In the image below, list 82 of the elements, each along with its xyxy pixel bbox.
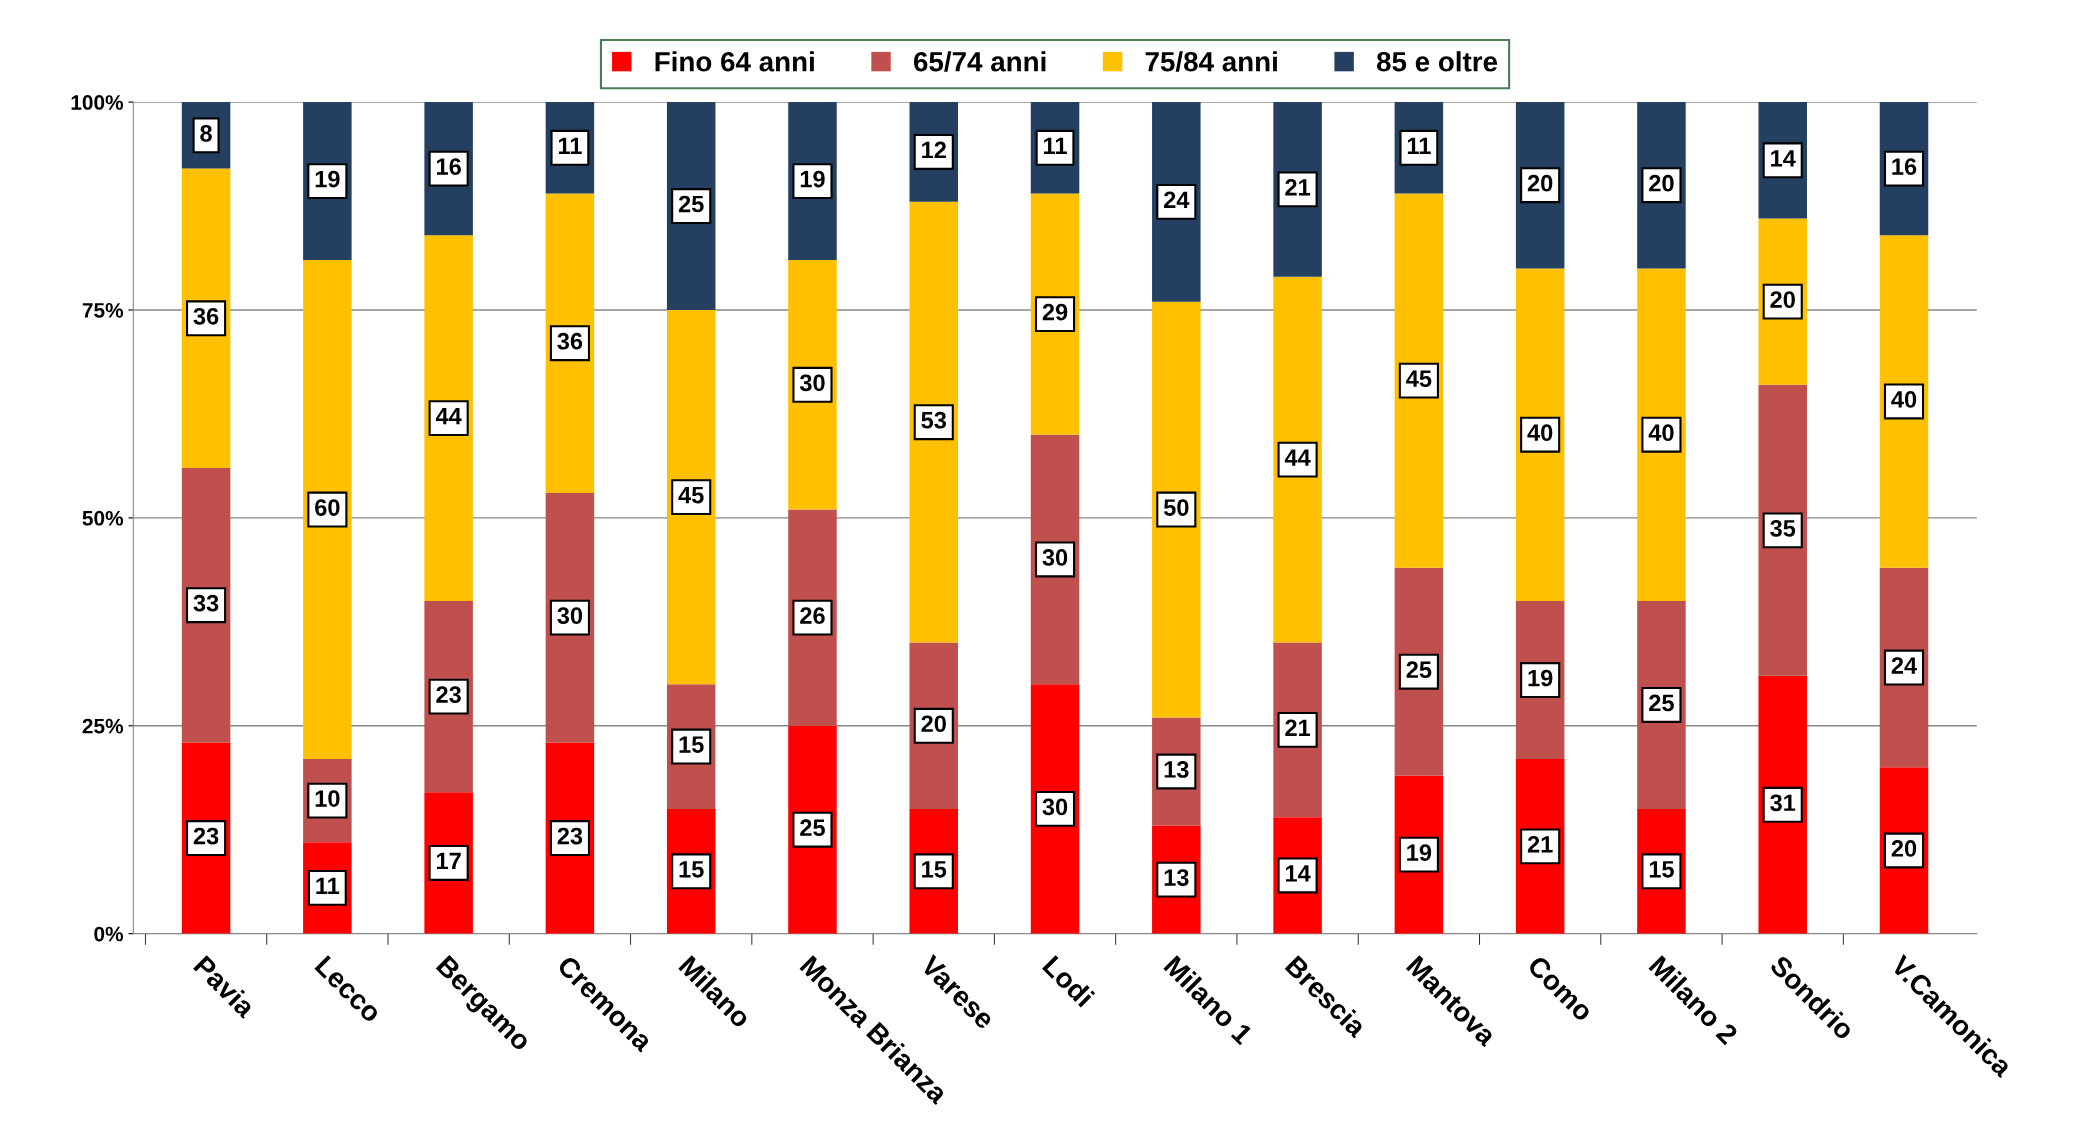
- data-label: 15: [1649, 861, 1674, 878]
- data-label: 50: [1163, 499, 1189, 516]
- data-label: 24: [1891, 657, 1917, 674]
- data-label: 20: [1649, 174, 1674, 192]
- data-label: 44: [1284, 449, 1311, 466]
- data-label: 23: [193, 827, 219, 845]
- data-label: 20: [921, 715, 946, 733]
- data-label: 16: [437, 158, 461, 175]
- data-label: 29: [1042, 303, 1068, 321]
- bar: [303, 260, 352, 760]
- data-label: 14: [1285, 865, 1311, 882]
- data-label: 16: [1892, 158, 1917, 175]
- data-label: 60: [315, 499, 340, 516]
- bar: [424, 235, 473, 602]
- data-label: 44: [435, 407, 462, 425]
- data-label: 17: [437, 852, 461, 870]
- legend-label: 75/84 anni: [1145, 51, 1277, 72]
- data-label: 26: [800, 607, 825, 624]
- bar: [666, 309, 716, 685]
- legend-label: 85 e oltre: [1376, 51, 1498, 72]
- data-label: 25: [1406, 661, 1432, 679]
- bar: [1637, 268, 1686, 602]
- y-tick-label: 100%: [71, 95, 124, 110]
- legend-label: Fino 64 anni: [655, 51, 814, 72]
- bar: [1515, 268, 1565, 602]
- data-label: 10: [315, 790, 340, 807]
- data-label: 36: [193, 307, 219, 325]
- data-label: 33: [193, 594, 219, 612]
- bar: [1879, 235, 1929, 568]
- data-label: 21: [1527, 835, 1553, 853]
- data-label: 23: [557, 827, 583, 845]
- data-label: 23: [436, 686, 461, 704]
- data-label: 30: [1042, 798, 1068, 816]
- data-label: 40: [1527, 424, 1553, 442]
- data-label: 45: [1406, 370, 1432, 387]
- data-label: 31: [1770, 794, 1796, 812]
- data-label: 15: [679, 736, 704, 753]
- data-label: 21: [1285, 179, 1311, 196]
- data-label: 19: [1407, 844, 1432, 861]
- data-label: 30: [799, 374, 825, 392]
- data-label: 30: [1042, 549, 1068, 566]
- data-label: 40: [1648, 424, 1674, 442]
- bar: [545, 193, 595, 493]
- data-label: 11: [558, 137, 582, 154]
- data-label: 40: [1891, 391, 1917, 408]
- bar: [1152, 301, 1201, 718]
- y-tick-label: 25%: [82, 718, 124, 734]
- data-label: 8: [200, 124, 212, 142]
- data-label: 25: [800, 819, 825, 837]
- data-label: 19: [800, 170, 825, 188]
- bar: [1394, 193, 1444, 568]
- bar: [181, 168, 231, 468]
- bar: [1758, 384, 1807, 676]
- data-label: 13: [1164, 869, 1189, 886]
- data-label: 15: [679, 861, 704, 878]
- data-label: 21: [1285, 719, 1311, 737]
- data-label: 36: [557, 332, 583, 350]
- y-tick-label: 75%: [82, 303, 124, 318]
- data-label: 14: [1771, 150, 1796, 167]
- data-label: 20: [1770, 291, 1795, 308]
- data-label: 45: [678, 486, 704, 504]
- data-label: 19: [315, 170, 340, 188]
- data-label: 20: [1891, 840, 1917, 857]
- data-label: 15: [922, 861, 947, 878]
- data-label: 11: [1044, 137, 1067, 154]
- data-label: 12: [922, 141, 946, 159]
- legend-label: 65/74 anni: [914, 51, 1046, 72]
- data-label: 30: [557, 607, 583, 625]
- data-label: 35: [1770, 519, 1796, 537]
- data-label: 25: [678, 195, 704, 213]
- data-label: 24: [1164, 191, 1190, 208]
- data-label: 25: [1649, 694, 1674, 712]
- y-tick-label: 50%: [82, 510, 124, 526]
- data-label: 11: [316, 877, 340, 895]
- bar: [909, 201, 959, 643]
- data-label: 20: [1527, 174, 1553, 192]
- data-label: 19: [1528, 669, 1553, 687]
- data-label: 11: [1407, 137, 1431, 154]
- data-label: 13: [1164, 761, 1189, 778]
- bar: [1273, 276, 1322, 643]
- y-tick-label: 0%: [94, 926, 124, 942]
- data-label: 53: [921, 411, 947, 429]
